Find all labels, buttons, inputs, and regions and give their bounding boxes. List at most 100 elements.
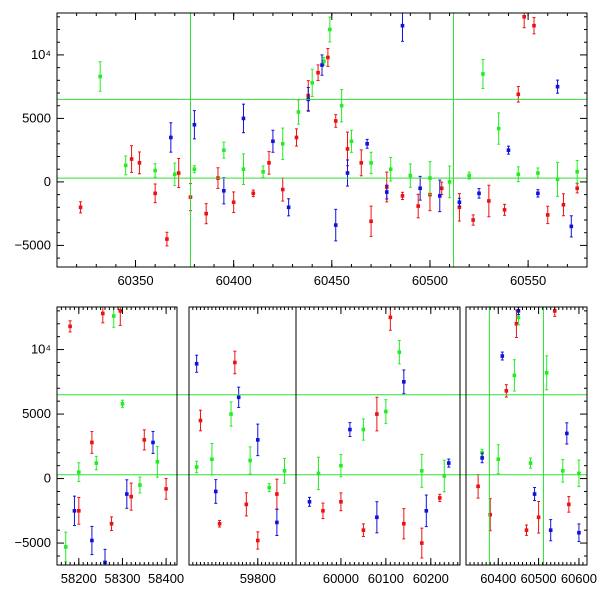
bottom-green-point [361,418,366,441]
top-red-point [575,183,579,194]
bottom-green-point [420,453,424,488]
bottom-green-point [63,531,68,563]
bottom-reference-lines [57,307,587,565]
top-y-tick-label: 0 [44,174,51,189]
bottom-green-point [194,460,199,474]
bottom-panel: −5000 0 5000 10⁴ 58200 58300 58400 59800 60000 60… [14,306,597,586]
bottom-green-point [528,457,533,469]
bottom-green-point [384,399,388,424]
top-green-point [172,162,177,187]
bottom-green-point [229,401,233,427]
top-green-point [310,68,314,97]
bottom-red-point [129,482,133,511]
top-blue-point [365,138,369,149]
bottom-blue-point [348,422,352,437]
top-blue-point [241,103,246,134]
top-blue-point [345,159,350,187]
top-green-point [481,58,485,89]
bottom-green-point [77,462,81,483]
bottom-y-tick-label: 0 [44,471,51,486]
top-red-point [316,64,320,81]
top-blue-point [536,189,540,198]
bottom-blue-point [577,523,581,543]
bottom-blue-point [72,495,77,527]
top-frame [56,12,588,268]
bottom-red-point [198,409,203,432]
bottom-red-point [217,519,222,528]
bottom-red-point [339,492,343,512]
bottom-points [63,307,581,565]
bottom-red-point [68,320,72,333]
bottom-red-point [437,493,442,503]
bottom-blue-point [548,519,553,542]
bottom-red-point [244,492,249,517]
top-green-point [575,159,579,184]
bottom-x-tick-label: 58300 [104,571,140,586]
top-green-point [408,163,413,188]
top-red-point [522,13,526,29]
bottom-red-point [109,516,114,532]
top-green-point [261,165,265,178]
top-red-point [359,149,364,177]
bottom-red-point [402,508,406,540]
top-blue-point [477,188,481,199]
top-green-point [388,156,393,182]
bottom-green-point [512,359,517,392]
bottom-blue-point [194,354,199,373]
bottom-red-point [142,429,147,451]
bottom-red-point [275,478,279,510]
bottom-red-point [255,531,260,550]
top-green-point [328,16,332,43]
top-green-point [447,165,452,199]
top-x-tick-label: 60450 [314,273,350,288]
top-red-point [204,203,208,225]
top-green-point [296,99,301,125]
bottom-red-point [118,307,123,326]
top-blue-point [555,79,560,94]
bottom-blue-point [151,430,155,454]
top-green-point [153,163,157,178]
bottom-red-point [420,527,424,559]
top-red-point [251,189,256,198]
bottom-blue-point [275,508,279,536]
top-green-point [123,155,128,176]
bottom-blue-point [125,479,129,509]
bottom-green-point [561,459,565,483]
bottom-segment-frame [295,306,461,566]
top-green-point [349,129,354,153]
bottom-red-point [90,431,94,454]
top-y-tick-label: 10⁴ [31,47,51,62]
top-blue-point [437,179,442,213]
bottom-green-point [282,457,287,484]
top-blue-point [222,177,226,205]
top-red-point [532,17,536,35]
top-blue-point [271,129,275,153]
bottom-x-tick-label: 60500 [521,571,557,586]
bottom-x-tick-label: 59800 [240,571,276,586]
bottom-x-tick-label: 60100 [368,571,404,586]
top-red-point [333,114,338,128]
bottom-blue-point [90,525,94,556]
bottom-x-tick-label: 60200 [413,571,449,586]
top-panel: −5000 0 5000 10⁴ 60350 60400 60450 60500 60550 [14,12,588,288]
top-reference-lines [57,13,587,267]
bottom-blue-point [500,351,505,361]
top-red-point [280,177,285,202]
top-red-point [137,151,142,175]
top-blue-point [320,54,324,76]
top-green-point [222,141,226,159]
bottom-red-point [375,396,379,432]
bottom-green-point [138,476,142,494]
top-blue-point [286,198,291,217]
bottom-red-point [524,524,529,536]
bottom-blue-point [424,494,429,528]
bottom-green-point [442,459,447,493]
bottom-y-tick-label: 10⁴ [31,342,51,357]
top-red-point [294,128,299,147]
top-x-tick-label: 60550 [510,273,546,288]
top-red-point [369,205,373,237]
bottom-red-point [164,478,168,500]
bottom-green-point [155,445,160,478]
bottom-green-point [94,455,99,471]
